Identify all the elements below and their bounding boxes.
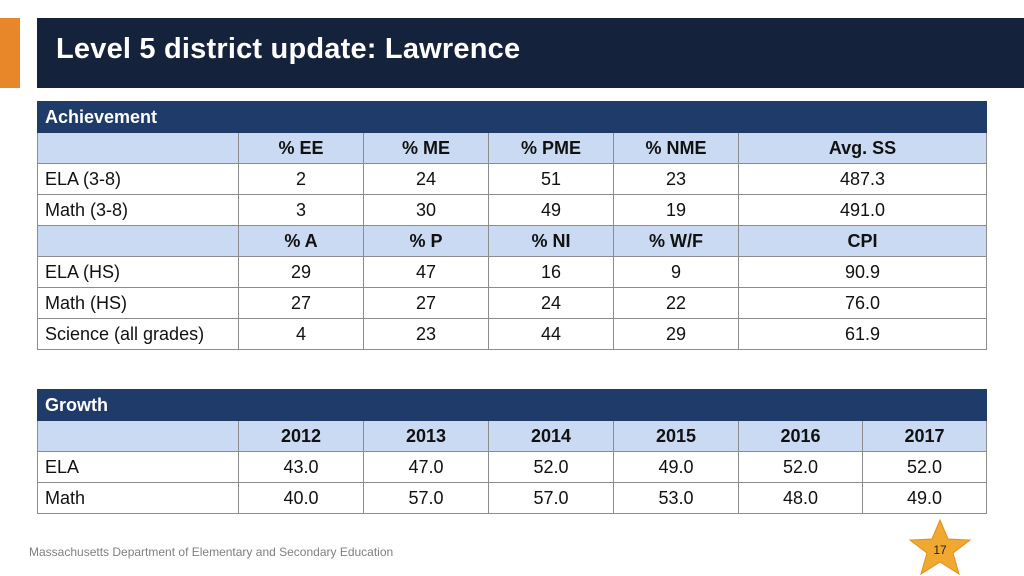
page-number: 17 <box>933 543 947 557</box>
column-header: % EE <box>238 132 364 164</box>
table-cell: 61.9 <box>738 318 987 350</box>
table-cell: 52.0 <box>738 451 863 483</box>
table-cell: 90.9 <box>738 256 987 288</box>
table-cell: 47 <box>363 256 489 288</box>
table-row: Math (HS) 27 27 24 22 76.0 <box>37 287 987 319</box>
table-cell: 16 <box>488 256 614 288</box>
table-cell: 29 <box>238 256 364 288</box>
table-cell: 3 <box>238 194 364 226</box>
column-header: 2014 <box>488 420 614 452</box>
star-icon <box>908 519 972 576</box>
table-cell: 2 <box>238 163 364 195</box>
table-cell: 44 <box>488 318 614 350</box>
row-label: ELA (3-8) <box>37 163 239 195</box>
column-header: % ME <box>363 132 489 164</box>
growth-subheader-row: 2012 2013 2014 2015 2016 2017 <box>37 420 987 452</box>
table-cell: 9 <box>613 256 739 288</box>
table-cell: 76.0 <box>738 287 987 319</box>
table-cell: 48.0 <box>738 482 863 514</box>
table-cell: 52.0 <box>488 451 614 483</box>
row-label: ELA (HS) <box>37 256 239 288</box>
table-row: Math (3-8) 3 30 49 19 491.0 <box>37 194 987 226</box>
table-cell-empty <box>37 420 239 452</box>
column-header: Avg. SS <box>738 132 987 164</box>
table-cell: 43.0 <box>238 451 364 483</box>
table-cell: 19 <box>613 194 739 226</box>
table-cell: 22 <box>613 287 739 319</box>
table-cell: 24 <box>488 287 614 319</box>
column-header: CPI <box>738 225 987 257</box>
table-row: ELA (HS) 29 47 16 9 90.9 <box>37 256 987 288</box>
column-header: % W/F <box>613 225 739 257</box>
achievement-subheader-row: % A % P % NI % W/F CPI <box>37 225 987 257</box>
table-cell: 23 <box>363 318 489 350</box>
table-row: Math 40.0 57.0 57.0 53.0 48.0 49.0 <box>37 482 987 514</box>
title-bar: Level 5 district update: Lawrence <box>37 18 1024 88</box>
table-cell-empty <box>37 132 239 164</box>
row-label: Math (3-8) <box>37 194 239 226</box>
table-cell: 23 <box>613 163 739 195</box>
table-cell: 487.3 <box>738 163 987 195</box>
table-row: ELA 43.0 47.0 52.0 49.0 52.0 52.0 <box>37 451 987 483</box>
footer-text: Massachusetts Department of Elementary a… <box>29 545 394 559</box>
table-cell: 491.0 <box>738 194 987 226</box>
table-row: ELA (3-8) 2 24 51 23 487.3 <box>37 163 987 195</box>
table-cell: 52.0 <box>862 451 987 483</box>
growth-header-row: Growth <box>37 389 987 421</box>
table-cell: 47.0 <box>363 451 489 483</box>
table-cell: 53.0 <box>613 482 739 514</box>
row-label: Math <box>37 482 239 514</box>
column-header: 2013 <box>363 420 489 452</box>
achievement-table: Achievement % EE % ME % PME % NME Avg. S… <box>37 101 987 350</box>
column-header: % A <box>238 225 364 257</box>
title-accent-bar <box>0 18 20 88</box>
row-label: Science (all grades) <box>37 318 239 350</box>
table-cell: 4 <box>238 318 364 350</box>
column-header: 2016 <box>738 420 863 452</box>
table-cell: 24 <box>363 163 489 195</box>
table-cell: 57.0 <box>488 482 614 514</box>
column-header: % P <box>363 225 489 257</box>
table-cell: 49.0 <box>613 451 739 483</box>
column-header: 2015 <box>613 420 739 452</box>
table-cell: 40.0 <box>238 482 364 514</box>
table-cell: 27 <box>238 287 364 319</box>
achievement-header-row: Achievement <box>37 101 987 133</box>
column-header: % NI <box>488 225 614 257</box>
achievement-subheader-row: % EE % ME % PME % NME Avg. SS <box>37 132 987 164</box>
table-cell: 29 <box>613 318 739 350</box>
table-cell: 57.0 <box>363 482 489 514</box>
slide-title: Level 5 district update: Lawrence <box>56 33 521 65</box>
table-cell: 30 <box>363 194 489 226</box>
table-cell: 49.0 <box>862 482 987 514</box>
column-header: 2017 <box>862 420 987 452</box>
table-row: Science (all grades) 4 23 44 29 61.9 <box>37 318 987 350</box>
table-cell: 51 <box>488 163 614 195</box>
table-cell: 49 <box>488 194 614 226</box>
achievement-title: Achievement <box>37 101 987 133</box>
column-header: % NME <box>613 132 739 164</box>
column-header: 2012 <box>238 420 364 452</box>
growth-table: Growth 2012 2013 2014 2015 2016 2017 ELA… <box>37 389 987 514</box>
row-label: Math (HS) <box>37 287 239 319</box>
table-cell: 27 <box>363 287 489 319</box>
growth-title: Growth <box>37 389 987 421</box>
row-label: ELA <box>37 451 239 483</box>
column-header: % PME <box>488 132 614 164</box>
table-cell-empty <box>37 225 239 257</box>
